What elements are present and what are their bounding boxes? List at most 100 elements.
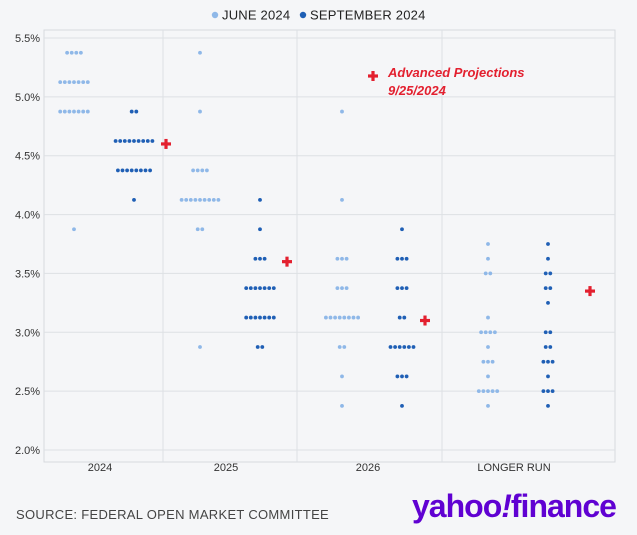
dot-point [139, 168, 143, 173]
yahoo-finance-logo: yahoo!finance [412, 488, 617, 524]
dot-point [397, 315, 402, 320]
dot-point [340, 109, 344, 114]
y-tick-label: 3.0% [15, 327, 40, 339]
dot-point [76, 80, 81, 85]
dot-point [129, 168, 134, 173]
dot-point [136, 139, 141, 143]
dot-point [404, 374, 409, 379]
dot-point [356, 315, 360, 320]
dot-point [253, 256, 258, 261]
dot-point [541, 359, 546, 364]
x-tick-label: 2025 [214, 462, 238, 474]
dot-point [543, 271, 548, 276]
dot-point [479, 330, 483, 335]
dot-point [81, 80, 86, 85]
dot-point [79, 50, 83, 55]
dot-point [548, 286, 553, 291]
dot-point [258, 227, 262, 232]
dot-point [395, 286, 400, 291]
y-tick-label: 5.5% [15, 33, 40, 45]
dot-point [58, 109, 63, 114]
dot-point [407, 345, 411, 349]
dot-point [67, 109, 72, 114]
dot-point [400, 227, 404, 232]
dot-point [262, 286, 267, 291]
dot-point [258, 256, 262, 261]
dot-point [193, 197, 198, 202]
dot-point [200, 227, 205, 232]
dot-point [271, 315, 276, 320]
dot-point [260, 345, 265, 349]
dot-point [195, 227, 200, 232]
dot-point [195, 168, 200, 173]
dot-point [488, 271, 493, 276]
dot-point [262, 256, 267, 261]
dot-point [145, 139, 150, 143]
dot-point [493, 330, 497, 335]
dot-point [483, 271, 488, 276]
axes: 2.0% 2.5% 3.0% 3.5% 4.0% 4.5% 5.0% 5.5% 2024 2025… [15, 33, 551, 474]
dot-point [216, 197, 221, 202]
dot-point [548, 345, 553, 349]
dot-point [72, 80, 76, 85]
dot-point [258, 197, 262, 202]
dot-point [404, 286, 409, 291]
dot-point [72, 227, 76, 232]
dot-point [244, 286, 249, 291]
dot-point [400, 403, 404, 408]
dot-point [85, 80, 90, 85]
annotation-line-1: Advanced Projections [387, 65, 525, 80]
dot-point [335, 256, 340, 261]
dot-point [486, 389, 490, 394]
dot-point [546, 389, 550, 394]
dot-point [550, 389, 555, 394]
projection-marker [161, 138, 171, 149]
y-tick-label: 2.5% [15, 386, 40, 398]
dot-point [400, 256, 404, 261]
dot-point [148, 168, 153, 173]
gridlines [43, 29, 616, 463]
dot-point [65, 50, 69, 55]
dot-point [134, 109, 139, 114]
dot-point [122, 139, 127, 143]
projection-marker [420, 315, 430, 326]
dot-point [267, 315, 272, 320]
dot-point [198, 197, 202, 202]
dot-point [395, 256, 400, 261]
dot-point [486, 256, 490, 261]
dot-point [69, 50, 74, 55]
dot-point [72, 109, 76, 114]
legend-swatch [211, 11, 219, 19]
dot-point [486, 403, 490, 408]
dot-point [127, 139, 132, 143]
dot-point [550, 359, 555, 364]
dot-point [393, 345, 397, 349]
dot-point [340, 256, 344, 261]
dot-point [340, 286, 344, 291]
x-tick-label: 2026 [356, 462, 380, 474]
dot-point [337, 315, 342, 320]
dot-point [129, 109, 134, 114]
dot-point [244, 315, 249, 320]
dot-point [486, 374, 490, 379]
dot-point [328, 315, 333, 320]
dot-point [347, 315, 351, 320]
dot-point [541, 389, 546, 394]
dot-point [118, 139, 123, 143]
dot-point [340, 403, 344, 408]
dot-point [481, 389, 486, 394]
dot-point [132, 197, 136, 202]
x-tick-label: LONGER RUN [477, 462, 550, 474]
dot-point [490, 389, 495, 394]
dot-point [85, 109, 90, 114]
dot-point [113, 139, 118, 143]
dot-point [132, 139, 136, 143]
dot-point [543, 286, 548, 291]
dot-point [255, 345, 260, 349]
dot-point [150, 139, 155, 143]
dot-point [81, 109, 86, 114]
dot-point [207, 197, 212, 202]
dot-point [546, 403, 550, 408]
legend-label: SEPTEMBER 2024 [310, 8, 426, 23]
